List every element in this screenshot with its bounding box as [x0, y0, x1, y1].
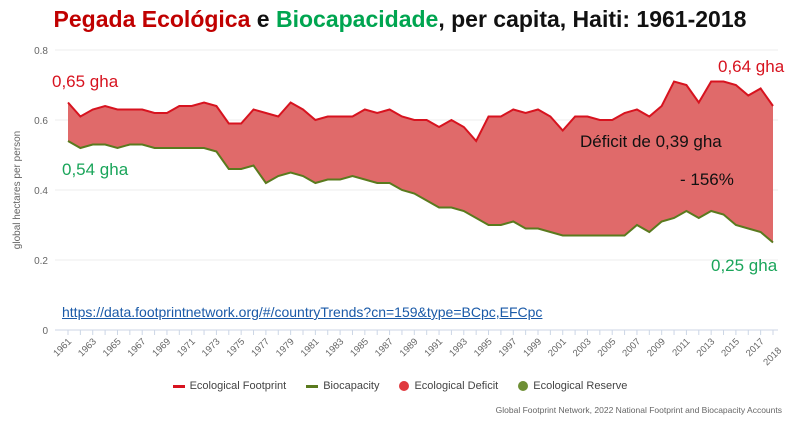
title-and: e	[250, 6, 276, 32]
legend-label: Ecological Footprint	[189, 380, 287, 392]
y-tick-label: 0	[42, 326, 48, 337]
x-tick-label: 1971	[175, 336, 198, 359]
annotation-end-biocapacity: 0,25 gha	[711, 256, 778, 275]
chart-title: Pegada Ecológica e Biocapacidade, per ca…	[0, 6, 800, 33]
annotation-deficit-percent: - 156%	[680, 170, 734, 189]
x-tick-label: 2009	[645, 336, 668, 359]
source-link[interactable]: https://data.footprintnetwork.org/#/coun…	[62, 304, 543, 320]
y-tick-label: 0.4	[34, 186, 48, 197]
annotation-start-footprint: 0,65 gha	[52, 72, 119, 91]
x-tick-label: 2015	[719, 336, 742, 359]
x-tick-label: 1987	[373, 336, 396, 359]
legend-label: Ecological Deficit	[414, 380, 499, 392]
x-tick-label: 2017	[744, 336, 767, 359]
legend-dot-icon	[399, 381, 410, 391]
x-tick-label: 1969	[150, 336, 173, 359]
x-tick-label: 1999	[521, 336, 544, 359]
legend-item-reserve[interactable]: Ecological Reserve	[518, 380, 627, 392]
annotation-start-biocapacity: 0,54 gha	[62, 160, 129, 179]
x-tick-label: 2005	[596, 336, 619, 359]
x-tick-label: 1963	[76, 336, 99, 359]
x-tick-label: 1967	[126, 336, 149, 359]
legend: Ecological Footprint Biocapacity Ecologi…	[0, 380, 800, 392]
title-biocapacity: Biocapacidade	[275, 6, 439, 32]
x-tick-label: 1975	[225, 336, 248, 359]
x-tick-label: 2018	[761, 345, 784, 368]
x-tick-label: 1983	[323, 336, 346, 359]
legend-item-biocapacity[interactable]: Biocapacity	[306, 380, 379, 392]
annotation-end-footprint: 0,64 gha	[718, 57, 785, 76]
title-footprint: Pegada Ecológica	[53, 6, 251, 32]
deficit-area	[68, 81, 773, 243]
x-tick-label: 2011	[670, 336, 692, 358]
x-tick-label: 1989	[398, 336, 421, 359]
x-tick-label: 2007	[620, 336, 643, 359]
source-credit: Global Footprint Network, 2022 National …	[495, 405, 782, 415]
x-tick-label: 1995	[472, 336, 495, 359]
x-tick-label: 2001	[546, 336, 569, 359]
legend-item-footprint[interactable]: Ecological Footprint	[172, 380, 287, 392]
annotation-deficit: Déficit de 0,39 gha	[580, 132, 722, 151]
x-tick-label: 1977	[249, 336, 272, 359]
x-tick-label: 1993	[447, 336, 470, 359]
biocapacity-line	[67, 140, 774, 244]
x-tick-label: 1973	[200, 336, 223, 359]
legend-label: Ecological Reserve	[533, 380, 628, 392]
footprint-line	[67, 80, 774, 143]
x-tick-label: 2003	[571, 336, 594, 359]
x-tick-label: 1985	[348, 336, 371, 359]
y-tick-label: 0.8	[34, 46, 48, 57]
x-tick-label: 1961	[51, 336, 74, 359]
x-tick-label: 1979	[274, 336, 297, 359]
x-tick-label: 1981	[299, 336, 322, 359]
legend-dot-icon	[518, 381, 529, 391]
x-tick-label: 1991	[422, 336, 445, 359]
x-tick-label: 1965	[101, 336, 124, 359]
legend-item-deficit[interactable]: Ecological Deficit	[399, 380, 498, 392]
title-rest: , per capita, Haiti: 1961-2018	[438, 6, 747, 32]
legend-line-icon	[306, 384, 319, 388]
y-axis-label: global hectares per person	[12, 131, 23, 249]
legend-label: Biocapacity	[323, 380, 380, 392]
y-tick-label: 0.6	[34, 116, 48, 127]
x-tick-label: 1997	[497, 336, 520, 359]
legend-line-icon	[172, 384, 185, 388]
y-tick-label: 0.2	[34, 256, 48, 267]
x-tick-label: 2013	[695, 336, 718, 359]
